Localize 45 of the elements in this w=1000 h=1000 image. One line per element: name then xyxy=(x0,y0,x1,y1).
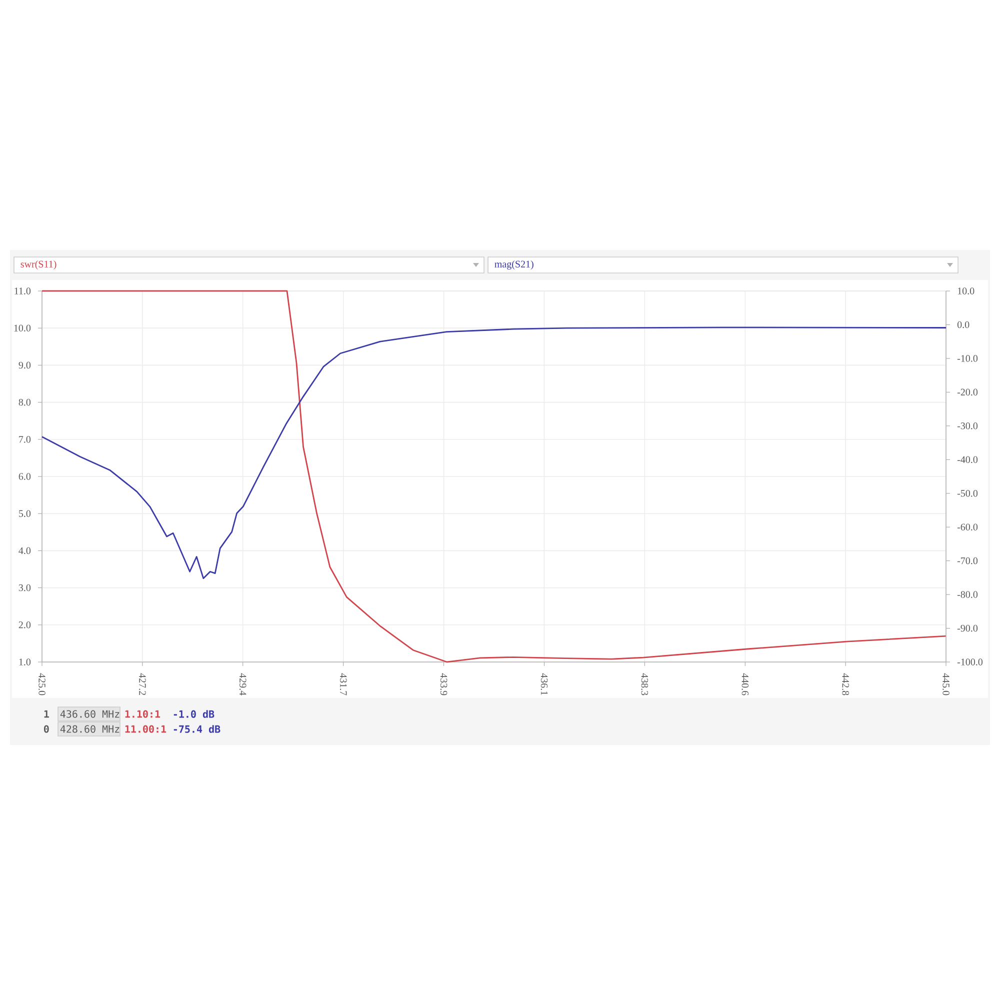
x-tick-label: 440.6 xyxy=(742,673,749,696)
y2-tick-label: -100.0 xyxy=(957,658,983,666)
y-tick-label: 1.0 xyxy=(19,658,31,666)
text: -75.4 dB xyxy=(174,725,220,733)
y-tick-label: 8.0 xyxy=(18,398,31,406)
y-tick-label: 7.0 xyxy=(19,436,31,443)
y2-tick-label: -30.0 xyxy=(957,422,978,430)
text: 1 xyxy=(44,710,49,718)
y-tick-label: 9.0 xyxy=(18,362,31,369)
text: mag(S21) xyxy=(494,260,534,270)
y-tick-label: 2.0 xyxy=(18,621,31,628)
y-tick-label: 6.0 xyxy=(18,473,31,480)
y-tick-label: 10.0 xyxy=(14,324,31,332)
text: 11.00:1 xyxy=(125,725,166,733)
y-tick-label: 5.0 xyxy=(19,510,31,518)
y2-tick-label: -60.0 xyxy=(957,524,978,530)
x-tick-label: 429.4 xyxy=(239,673,246,696)
y2-tick-label: -40.0 xyxy=(957,456,978,464)
x-tick-label: 433.9 xyxy=(440,673,448,696)
y-tick-label: 3.0 xyxy=(18,584,31,592)
y2-tick-label: -70.0 xyxy=(957,557,978,564)
text: -1.0 dB xyxy=(174,710,214,718)
y-tick-label: 4.0 xyxy=(18,547,31,554)
text: 0 xyxy=(44,725,49,733)
y2-tick-label: -10.0 xyxy=(957,355,978,362)
y2-tick-label: -80.0 xyxy=(957,591,978,598)
x-tick-label: 431.7 xyxy=(340,673,347,696)
x-tick-label: 427.2 xyxy=(139,673,146,696)
x-tick-label: 445.0 xyxy=(942,673,950,696)
y-tick-label: 11.0 xyxy=(14,288,31,294)
y2-tick-label: 0.0 xyxy=(957,321,970,328)
text: 1.10:1 xyxy=(125,710,160,718)
y2-tick-label: 10.0 xyxy=(958,288,974,294)
x-tick-label: 442.8 xyxy=(842,673,849,696)
y2-tick-label: -20.0 xyxy=(957,388,978,396)
line-series xyxy=(41,326,947,580)
x-tick-label: 425.0 xyxy=(38,673,46,696)
y2-tick-label: -90.0 xyxy=(957,624,978,632)
y2-tick-label: -50.0 xyxy=(957,490,978,497)
text: 428.60 MHz xyxy=(60,725,120,733)
x-tick-label: 438.3 xyxy=(641,673,648,696)
x-tick-label: 436.1 xyxy=(540,673,548,695)
text: 436.60 MHz xyxy=(60,710,120,718)
text: swr(S11) xyxy=(20,260,56,270)
line-series xyxy=(41,290,947,663)
